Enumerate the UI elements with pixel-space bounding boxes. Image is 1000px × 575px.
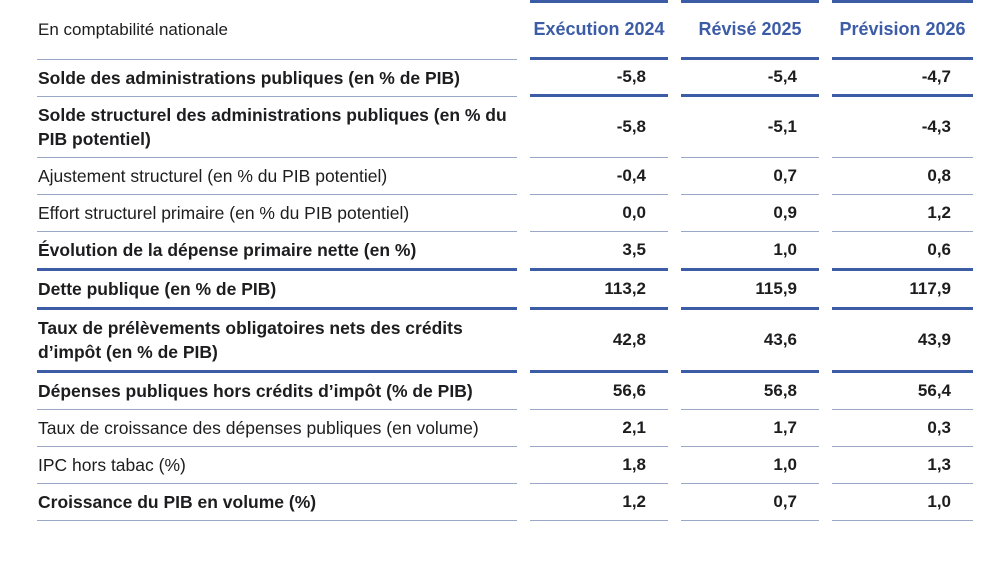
table-row: Dette publique (en % de PIB) 113,2 115,9 11… — [37, 271, 973, 310]
table-row: Dépenses publiques hors crédits d’impôt … — [37, 373, 973, 410]
table-row: Solde des administrations publiques (en … — [37, 60, 973, 97]
value-cell: 113,2 — [530, 271, 668, 310]
value-cell: 115,9 — [681, 271, 819, 310]
value-cell: 1,0 — [681, 232, 819, 271]
row-label: Dette publique (en % de PIB) — [37, 271, 517, 310]
row-label: Taux de croissance des dépenses publique… — [37, 410, 517, 447]
value-cell: 1,7 — [681, 410, 819, 447]
column-header-1: Révisé 2025 — [681, 0, 819, 60]
row-label: IPC hors tabac (%) — [37, 447, 517, 484]
table-row: Effort structurel primaire (en % du PIB … — [37, 195, 973, 232]
value-cell: -4,3 — [832, 97, 973, 158]
row-label: Solde des administrations publiques (en … — [37, 60, 517, 97]
value-cell: 0,9 — [681, 195, 819, 232]
table-row: Évolution de la dépense primaire nette (… — [37, 232, 973, 271]
value-cell: 42,8 — [530, 310, 668, 373]
row-label: Taux de prélèvements obligatoires nets d… — [37, 310, 517, 373]
value-cell: 0,8 — [832, 158, 973, 195]
value-cell: 1,0 — [681, 447, 819, 484]
value-cell: 1,3 — [832, 447, 973, 484]
row-label: Évolution de la dépense primaire nette (… — [37, 232, 517, 271]
value-cell: 117,9 — [832, 271, 973, 310]
table-row: Ajustement structurel (en % du PIB poten… — [37, 158, 973, 195]
table-header-row: En comptabilité nationale Exécution 2024… — [37, 0, 973, 60]
value-cell: 43,9 — [832, 310, 973, 373]
value-cell: 43,6 — [681, 310, 819, 373]
table-row: Solde structurel des administrations pub… — [37, 97, 973, 158]
value-cell: -5,8 — [530, 60, 668, 97]
value-cell: 3,5 — [530, 232, 668, 271]
value-cell: -5,8 — [530, 97, 668, 158]
fiscal-indicators-table: En comptabilité nationale Exécution 2024… — [37, 0, 973, 521]
value-cell: 1,8 — [530, 447, 668, 484]
value-cell: 1,2 — [530, 484, 668, 521]
table-row: IPC hors tabac (%) 1,8 1,0 1,3 — [37, 447, 973, 484]
table-row: Croissance du PIB en volume (%) 1,2 0,7 1,0 — [37, 484, 973, 521]
value-cell: 0,7 — [681, 484, 819, 521]
row-label: Effort structurel primaire (en % du PIB … — [37, 195, 517, 232]
row-label: Solde structurel des administrations pub… — [37, 97, 517, 158]
value-cell: 0,0 — [530, 195, 668, 232]
value-cell: 56,4 — [832, 373, 973, 410]
column-header-0: Exécution 2024 — [530, 0, 668, 60]
table-row: Taux de prélèvements obligatoires nets d… — [37, 310, 973, 373]
row-label: Ajustement structurel (en % du PIB poten… — [37, 158, 517, 195]
value-cell: -0,4 — [530, 158, 668, 195]
table-body: Solde des administrations publiques (en … — [37, 60, 973, 521]
row-label: Croissance du PIB en volume (%) — [37, 484, 517, 521]
value-cell: 56,8 — [681, 373, 819, 410]
value-cell: 2,1 — [530, 410, 668, 447]
row-label: Dépenses publiques hors crédits d’impôt … — [37, 373, 517, 410]
value-cell: 56,6 — [530, 373, 668, 410]
value-cell: 0,7 — [681, 158, 819, 195]
value-cell: 1,2 — [832, 195, 973, 232]
table-row: Taux de croissance des dépenses publique… — [37, 410, 973, 447]
value-cell: -5,1 — [681, 97, 819, 158]
value-cell: -4,7 — [832, 60, 973, 97]
column-header-2: Prévision 2026 — [832, 0, 973, 60]
value-cell: -5,4 — [681, 60, 819, 97]
value-cell: 1,0 — [832, 484, 973, 521]
table-corner-label: En comptabilité nationale — [37, 0, 517, 60]
value-cell: 0,6 — [832, 232, 973, 271]
value-cell: 0,3 — [832, 410, 973, 447]
